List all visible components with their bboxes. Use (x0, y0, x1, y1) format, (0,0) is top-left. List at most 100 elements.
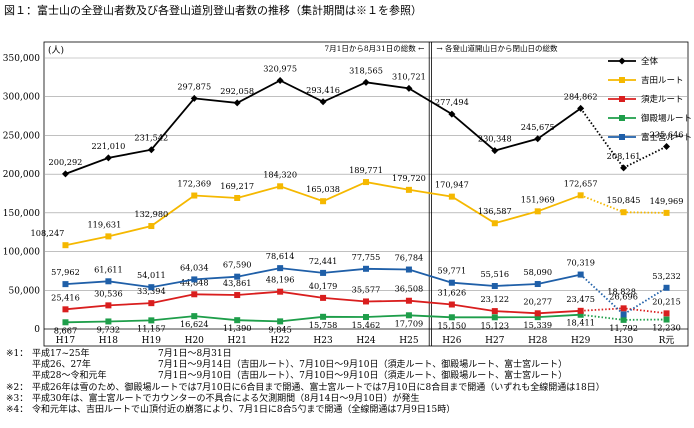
x-tick-label: H23 (313, 336, 333, 346)
data-label: 245,675 (521, 122, 555, 132)
data-point (105, 233, 112, 240)
note-mark: ※4： (6, 404, 29, 415)
data-label: 132,980 (134, 209, 168, 219)
data-point (148, 300, 155, 307)
data-label: 23,122 (480, 294, 509, 304)
note-text: 平成26、27年 (32, 360, 91, 371)
y-tick-label: 50,000 (9, 286, 41, 296)
data-label: 172,369 (177, 179, 211, 189)
data-label: 149,969 (650, 196, 684, 206)
data-point (319, 98, 327, 106)
data-label: 310,721 (392, 71, 426, 81)
note-text: 平成26年は雪のため、御殿場ルートでは7月10日に6合目まで開通、富士宮ルートで… (32, 382, 605, 393)
data-label: 15,150 (438, 320, 467, 330)
data-label: 318,565 (349, 65, 383, 75)
note-detail: 7月1日～8月31日 (158, 349, 232, 359)
data-point (491, 314, 498, 321)
legend-label: 御殿場ルート (641, 113, 692, 124)
data-label: 15,462 (352, 320, 381, 330)
data-point (277, 318, 284, 325)
data-point (363, 179, 369, 186)
data-label: 15,758 (309, 320, 338, 330)
note-mark: ※1： (6, 349, 29, 359)
data-point (663, 316, 670, 323)
data-label: 77,755 (352, 252, 381, 262)
data-label: 17,709 (395, 318, 424, 328)
data-point (620, 311, 627, 318)
data-label: 54,011 (137, 270, 166, 280)
data-point (405, 266, 412, 273)
note-1: ※1： 平成17~25年 7月1日～8月31日 (6, 349, 694, 360)
data-label: 9,845 (268, 324, 291, 334)
data-point (534, 314, 541, 321)
note-1b: 平成26、27年 7月1日～9月14日（吉田ルート）、7月10日～9月10日（須… (6, 360, 694, 371)
x-tick-label: H19 (142, 336, 162, 346)
data-label: 136,587 (478, 206, 512, 216)
data-point (234, 194, 241, 201)
data-point (320, 269, 327, 276)
data-label: 58,090 (523, 267, 552, 277)
figure-title: 図１：富士山の全登山者数及び各登山道別登山者数の推移（集計期間は※１を参照） (4, 4, 422, 17)
data-label: 221,010 (91, 141, 125, 151)
data-label: 235,646 (650, 130, 684, 140)
data-label: 15,339 (523, 320, 552, 330)
data-point (620, 305, 627, 312)
legend-marker (618, 57, 626, 65)
data-label: 277,494 (435, 97, 469, 107)
x-tick-label: H28 (528, 336, 548, 346)
data-label: 231,542 (134, 133, 168, 143)
x-tick-label: H27 (485, 336, 505, 346)
data-label: 57,962 (51, 267, 80, 277)
data-point (577, 192, 584, 199)
series-line-dotted (580, 273, 667, 316)
data-label: 33,394 (137, 286, 166, 296)
x-tick-label: H29 (571, 336, 591, 346)
data-point (491, 308, 498, 315)
data-point (62, 319, 69, 326)
y-tick-label: 150,000 (3, 209, 40, 219)
data-point (405, 312, 412, 319)
x-tick-label: H26 (442, 336, 462, 346)
data-label: 36,508 (395, 284, 424, 294)
data-point (363, 314, 369, 321)
y-tick-label: 250,000 (3, 131, 40, 141)
data-label: 15,123 (480, 320, 509, 330)
data-point (320, 198, 327, 205)
data-point (620, 209, 627, 216)
data-label: 30,536 (94, 288, 123, 298)
data-label: 26,696 (609, 291, 638, 301)
x-tick-label: H17 (56, 336, 76, 346)
data-label: 18,828 (607, 286, 636, 296)
data-label: 284,862 (564, 91, 598, 101)
data-label: 189,771 (349, 165, 383, 175)
data-point (62, 306, 69, 313)
data-label: 61,611 (94, 264, 123, 274)
data-label: 64,034 (180, 262, 209, 272)
data-point (62, 281, 69, 288)
data-point (448, 279, 455, 286)
data-label: 25,416 (51, 292, 80, 302)
data-label: 200,292 (49, 157, 83, 167)
data-point (191, 192, 198, 199)
data-point (663, 284, 670, 291)
data-label: 72,441 (309, 256, 338, 266)
data-point (577, 104, 585, 112)
data-point (191, 276, 198, 283)
data-label: 108,247 (31, 228, 65, 238)
note-mark: ※2： (6, 382, 29, 393)
data-label: 184,320 (263, 169, 297, 179)
data-point (148, 317, 155, 324)
footnotes: ※1： 平成17~25年 7月1日～8月31日 平成26、27年 7月1日～9月… (6, 349, 694, 416)
data-point (534, 281, 541, 288)
data-label: 320,975 (263, 63, 297, 73)
data-label: 53,232 (652, 271, 681, 281)
y-tick-label: 300,000 (3, 93, 40, 103)
data-label: 70,319 (566, 258, 595, 268)
data-label: 67,590 (223, 260, 252, 270)
data-label: 20,215 (652, 296, 681, 306)
y-tick-label: 200,000 (3, 170, 40, 180)
data-label: 9,732 (97, 324, 120, 334)
x-tick-label: H25 (399, 336, 419, 346)
data-label: 55,516 (480, 269, 509, 279)
